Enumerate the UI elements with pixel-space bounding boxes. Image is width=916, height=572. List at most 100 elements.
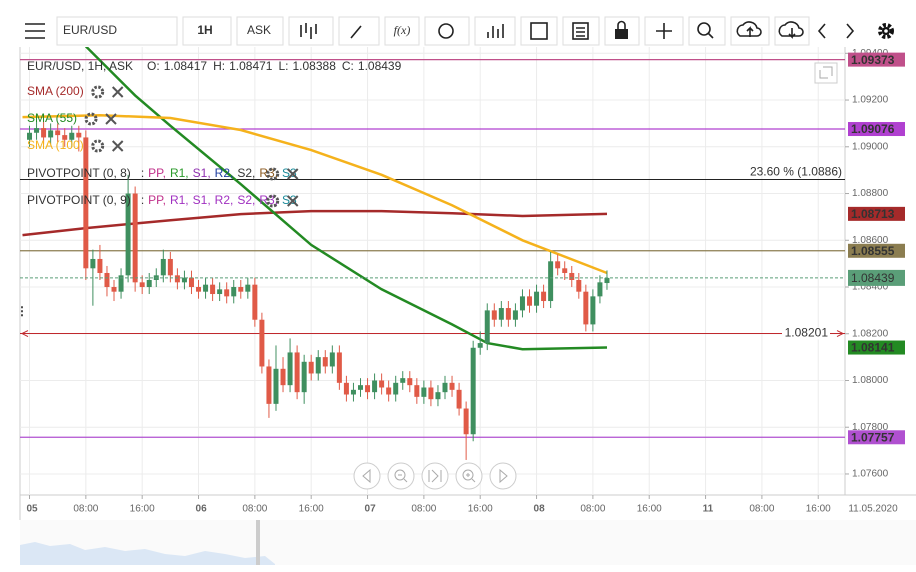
y-tick-label: 1.09200 <box>852 95 889 106</box>
chart-type-button[interactable] <box>288 16 334 46</box>
nav-zoom-in[interactable] <box>455 462 483 490</box>
ohlc-label: C: <box>342 59 354 73</box>
interval: 1H <box>197 23 212 37</box>
candle-body <box>576 279 582 292</box>
candle-body <box>224 289 230 297</box>
crosshair-button[interactable] <box>644 16 684 46</box>
settings-icon[interactable] <box>91 139 105 153</box>
y-tick-label: 1.08800 <box>852 188 889 199</box>
draw-button[interactable] <box>338 16 380 46</box>
download-button[interactable] <box>774 16 810 46</box>
candle-body <box>252 284 258 320</box>
volume-button[interactable] <box>474 16 516 46</box>
candle-body <box>350 389 356 395</box>
x-tick-label: 08:00 <box>580 504 605 515</box>
pivot-item: PP, <box>148 193 166 207</box>
candle-body <box>146 279 152 288</box>
candle-body <box>357 385 363 390</box>
navigator[interactable] <box>20 520 916 565</box>
nav-forward[interactable] <box>489 462 517 490</box>
candle-body <box>322 357 328 367</box>
legend-row: SMA (100) <box>27 138 84 152</box>
remove-icon[interactable] <box>287 168 299 180</box>
y-tick-label: 1.07600 <box>852 469 889 480</box>
candle-body <box>181 277 187 283</box>
settings-icon[interactable] <box>91 85 105 99</box>
zoom-button[interactable] <box>688 16 726 46</box>
fx: f(x) <box>394 23 411 37</box>
x-tick-label: 08:00 <box>73 504 98 515</box>
candle-body <box>329 352 335 367</box>
candle-body <box>604 277 610 284</box>
settings-icon[interactable] <box>266 167 280 181</box>
remove-icon[interactable] <box>287 195 299 207</box>
x-tick-label: 16:00 <box>468 504 493 515</box>
candle-body <box>421 387 427 397</box>
level-tag <box>848 243 905 258</box>
navigation-controls <box>353 462 517 490</box>
symbol-input[interactable] <box>56 16 178 46</box>
indicators-button[interactable]: f(x) <box>384 16 420 46</box>
candle-body <box>463 408 469 435</box>
level-arrow <box>20 330 845 337</box>
pivot-item: R2, <box>215 193 234 207</box>
legend-row: PIVOTPOINT (0, 8): PP, R1, S1, R2, S2, R3, S3 <box>27 166 297 180</box>
candle-body <box>217 289 223 295</box>
scroll-left-button[interactable] <box>817 23 826 39</box>
interval-button[interactable] <box>182 16 232 46</box>
candle-body <box>280 368 286 386</box>
nav-zoom-out[interactable] <box>387 462 415 490</box>
candle-body <box>41 128 47 138</box>
candle-body <box>203 284 209 292</box>
nav-reset[interactable] <box>421 462 449 490</box>
price-type-button[interactable] <box>236 16 284 46</box>
candle-body <box>491 310 497 320</box>
level-tag-label: 1.09076 <box>851 122 895 136</box>
resize-grip: ⋮ <box>16 304 28 318</box>
calendar-button[interactable] <box>520 16 558 46</box>
candle-body <box>470 347 476 435</box>
candle-body <box>562 268 568 273</box>
candle-body <box>245 284 251 292</box>
candle-body <box>76 132 82 138</box>
legend-symbol: EUR/USD, 1H, ASK <box>27 59 133 73</box>
upload-button[interactable] <box>730 16 770 46</box>
level-label-bg <box>782 327 830 340</box>
symbol: EUR/USD <box>63 23 117 37</box>
maximize-button[interactable] <box>814 62 838 84</box>
level-tag <box>848 122 905 137</box>
candle-body <box>400 378 406 383</box>
candle-body <box>118 275 124 292</box>
remove-icon[interactable] <box>111 86 124 98</box>
pivot-item: R1, <box>170 193 189 207</box>
legend-row: EUR/USD, 1H, ASK O: 1.08417 H: 1.08471 L: 1.08… <box>27 59 402 73</box>
candle-body <box>505 308 511 320</box>
level-tag-label: 1.07757 <box>851 430 895 444</box>
settings-icon[interactable] <box>84 112 98 126</box>
last-price-label: 1.08439 <box>851 271 895 285</box>
pivot-item: S1, <box>193 166 211 180</box>
candle-body <box>167 258 173 276</box>
pivot-name: PIVOTPOINT (0, 8) <box>27 166 131 180</box>
candle-body <box>449 382 455 390</box>
candle-body <box>407 378 413 386</box>
nav-back[interactable] <box>353 462 381 490</box>
menu-button[interactable] <box>25 23 45 39</box>
settings-icon[interactable] <box>266 194 280 208</box>
navigator-handle[interactable] <box>256 520 260 565</box>
settings-button[interactable] <box>878 23 894 39</box>
remove-icon[interactable] <box>111 140 124 152</box>
current-date: 11.05.2020 <box>848 504 898 515</box>
candle-body <box>188 277 194 288</box>
info-button[interactable] <box>424 16 470 46</box>
legend-row: SMA (200) <box>27 84 84 98</box>
remove-icon[interactable] <box>105 113 117 125</box>
scroll-right-button[interactable] <box>846 23 855 39</box>
lock-button[interactable] <box>604 16 640 46</box>
candle-body <box>160 258 166 276</box>
candle-body <box>55 130 61 136</box>
candle-body <box>456 389 462 409</box>
news-button[interactable] <box>562 16 600 46</box>
ohlc-label: O: <box>147 59 160 73</box>
